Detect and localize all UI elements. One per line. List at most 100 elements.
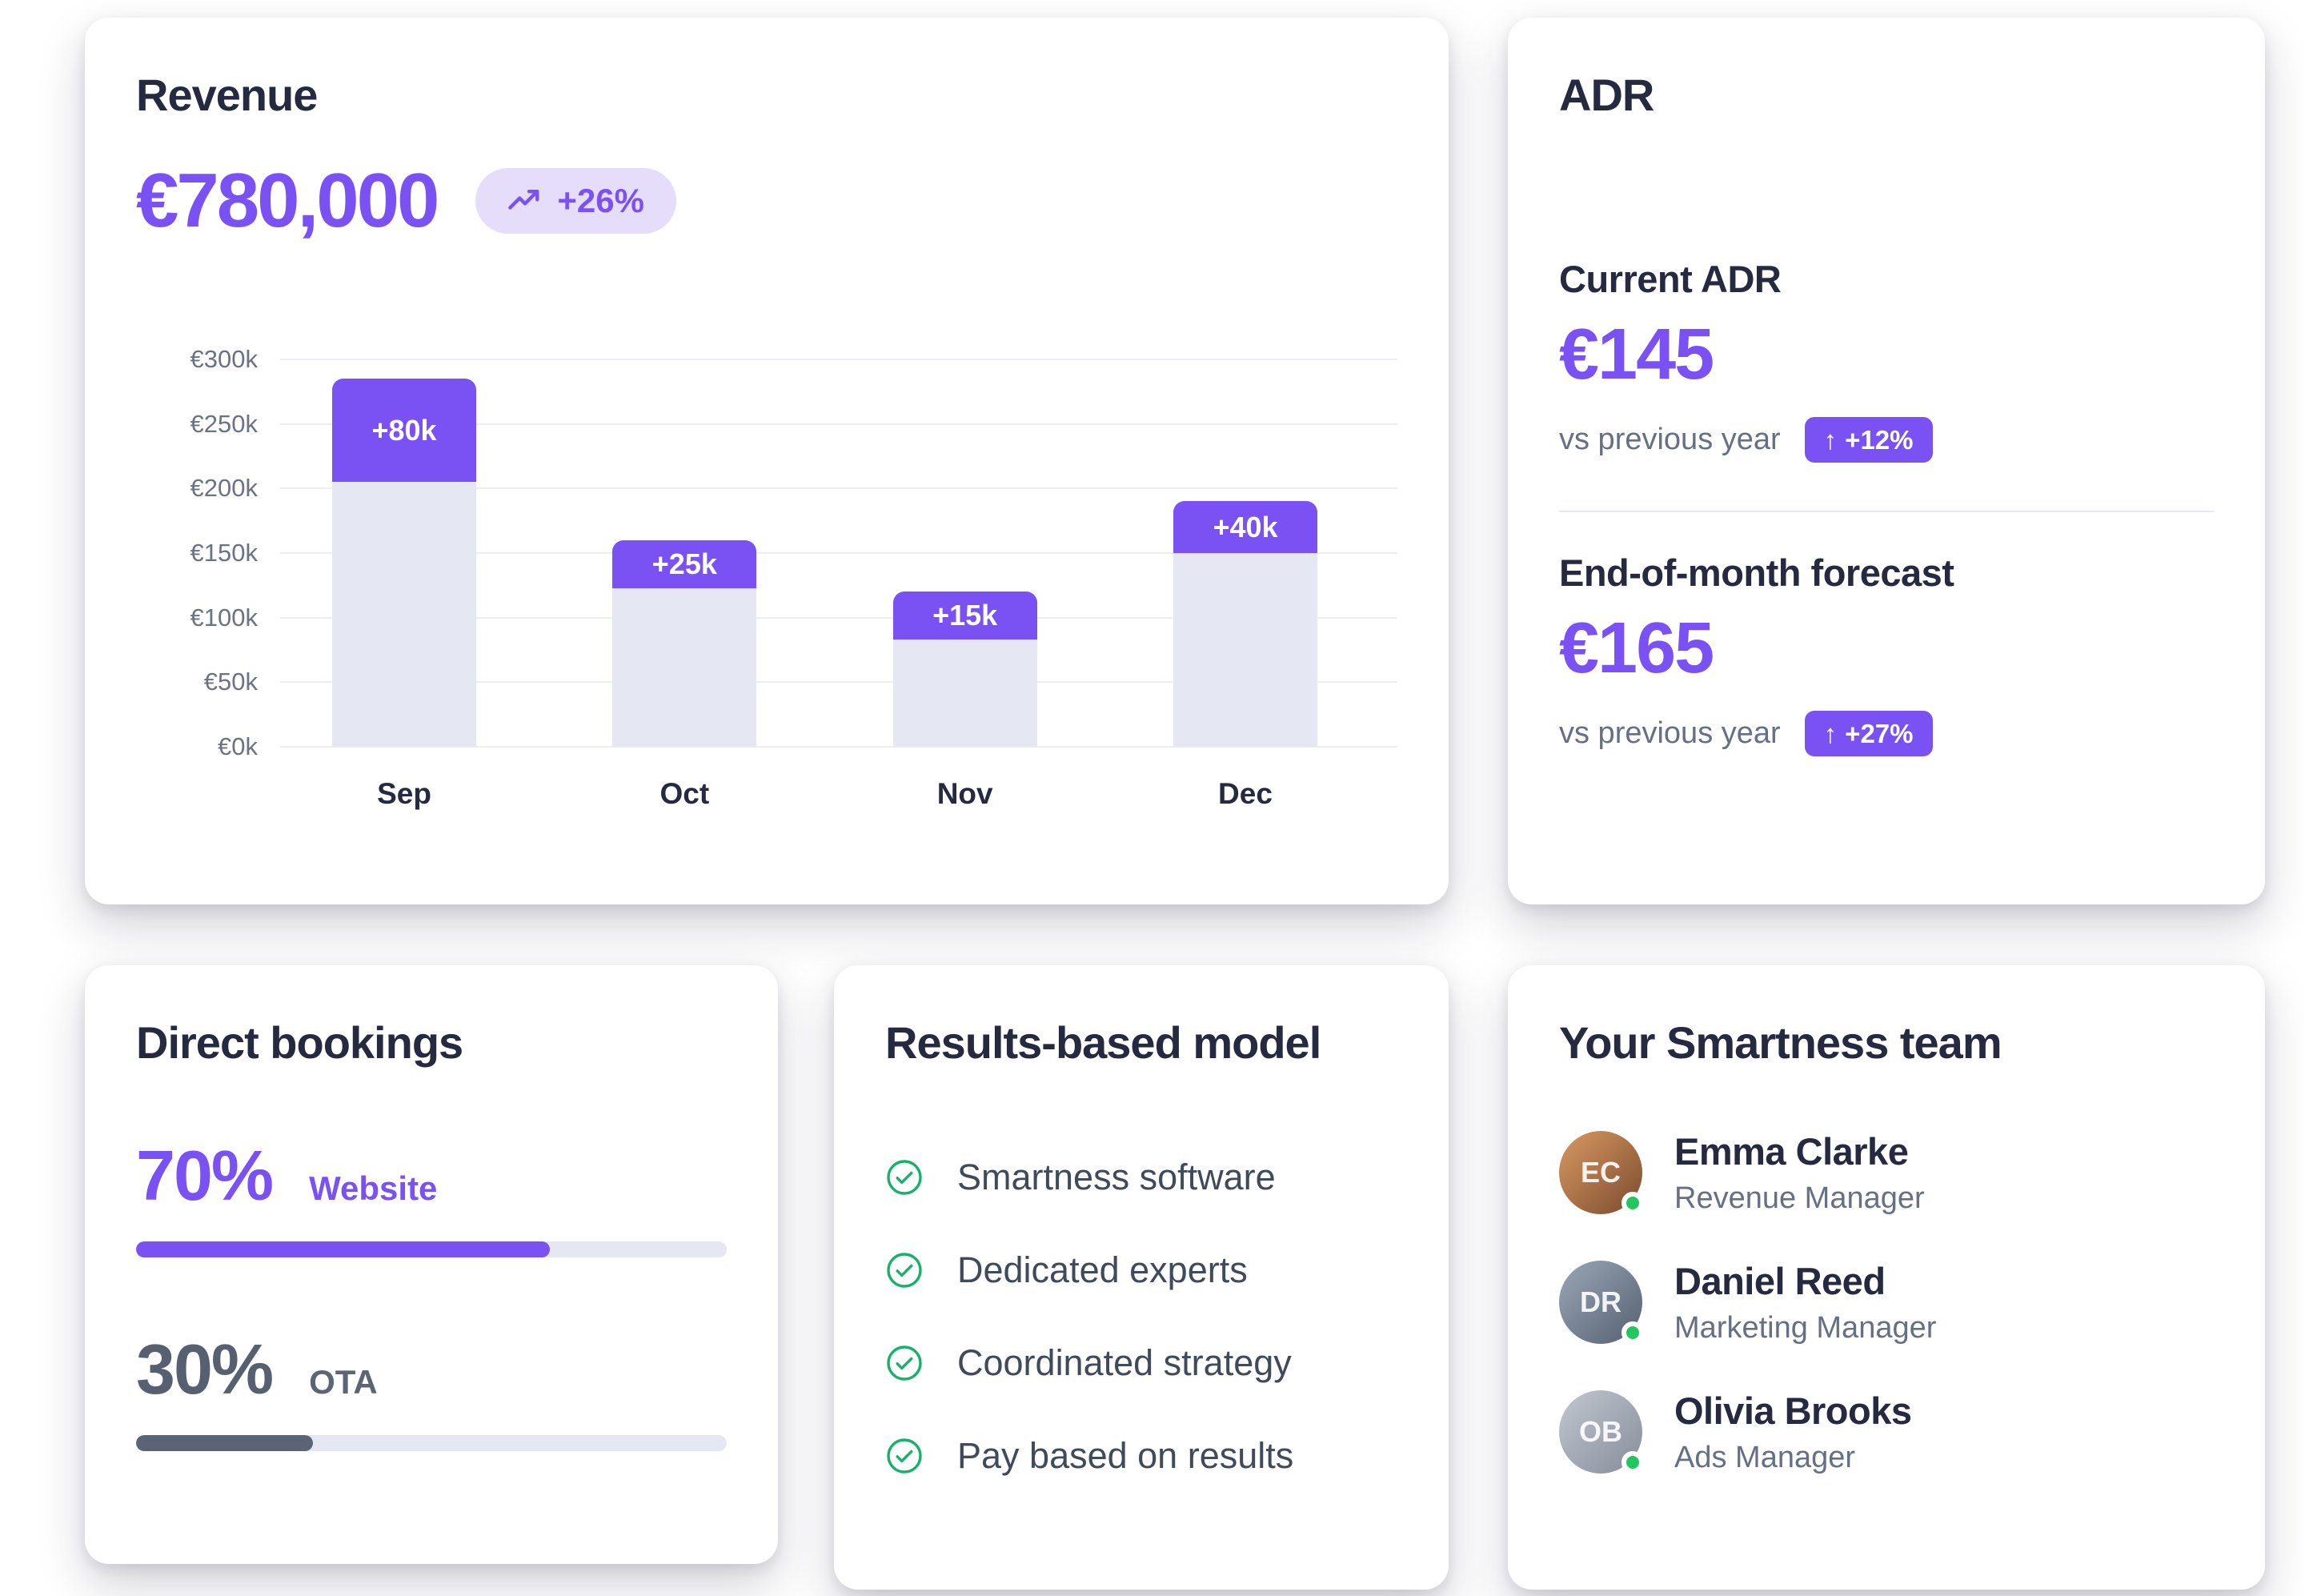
revenue-months: Sep Oct Nov Dec [280, 777, 1397, 811]
revenue-total: €780,000 [136, 158, 439, 243]
adr-current-value: €145 [1559, 315, 1714, 395]
list-item: Dedicated experts [885, 1249, 1397, 1291]
revenue-card: Revenue €780,000 +26% €300k €250k €200k €15… [85, 18, 1449, 904]
adr-current-badge: ↑ +12% [1804, 417, 1933, 463]
gridline [280, 746, 1397, 748]
adr-title: ADR [1559, 70, 1654, 120]
bar-increment-label: +15k [892, 591, 1037, 640]
member-role: Ads Manager [1674, 1441, 1856, 1474]
adr-current-badge-value: +12% [1845, 425, 1914, 455]
team-member-row: DR Daniel Reed Marketing Manager [1559, 1259, 2214, 1345]
adr-forecast-badge: ↑ +27% [1804, 711, 1933, 756]
list-item: Coordinated strategy [885, 1342, 1397, 1384]
revenue-chart: €300k €250k €200k €150k €100k €50k €0k +80k +25… [136, 345, 1397, 811]
y-tick-label: €0k [218, 732, 258, 760]
results-model-card: Results-based model Smartness software D… [834, 965, 1449, 1590]
y-tick-label: €150k [190, 539, 258, 567]
booking-item-website: 70% Website [136, 1141, 727, 1257]
results-list: Smartness software Dedicated experts Coo… [885, 1157, 1397, 1477]
y-tick-label: €50k [203, 668, 258, 696]
x-axis-spacer [136, 777, 280, 811]
revenue-bar-sep: +80k [332, 379, 476, 747]
result-item-label: Smartness software [957, 1157, 1276, 1197]
direct-bookings-title: Direct bookings [136, 1017, 463, 1068]
team-member-row: EC Emma Clarke Revenue Manager [1559, 1129, 2214, 1216]
smartness-team-title: Your Smartness team [1559, 1017, 2002, 1068]
online-status-dot [1622, 1451, 1644, 1474]
bar-base-segment [892, 640, 1037, 747]
bar-base-segment [612, 588, 757, 747]
result-item-label: Pay based on results [957, 1435, 1294, 1476]
adr-forecast-label: End-of-month forecast [1559, 551, 1954, 594]
ota-percent: 30% [136, 1329, 274, 1409]
bar-base-segment [332, 482, 476, 747]
revenue-headline: €780,000 +26% [136, 162, 1397, 239]
adr-forecast-value: €165 [1559, 608, 1714, 688]
list-item: Smartness software [885, 1157, 1397, 1198]
booking-item-ota: 30% OTA [136, 1334, 727, 1451]
adr-current-section: Current ADR €145 vs previous year ↑ +12% [1559, 257, 2214, 463]
y-tick-label: €100k [190, 603, 258, 632]
adr-card: ADR Current ADR €145 vs previous year ↑ … [1508, 18, 2265, 904]
member-role: Revenue Manager [1674, 1181, 1925, 1215]
check-circle-icon [887, 1345, 922, 1381]
y-tick-label: €200k [190, 474, 258, 503]
check-circle-icon [887, 1253, 922, 1288]
revenue-plot-area: +80k +25k +15k +40k [280, 359, 1397, 748]
avatar-photo: OB [1559, 1390, 1642, 1474]
gridline [280, 487, 1397, 490]
ota-label: OTA [309, 1363, 378, 1401]
revenue-bar-dec: +40k [1173, 501, 1317, 747]
revenue-trend-value: +26% [557, 182, 644, 219]
adr-forecast-section: End-of-month forecast €165 vs previous y… [1559, 551, 2214, 756]
x-axis-label: Dec [1218, 777, 1273, 810]
gridline [280, 616, 1397, 619]
revenue-bars: +80k +25k +15k +40k [280, 359, 1397, 747]
website-progress-track [136, 1241, 727, 1257]
direct-bookings-card: Direct bookings 70% Website 30% OTA [85, 965, 778, 1564]
x-axis-label: Sep [377, 777, 431, 810]
result-item-label: Dedicated experts [957, 1249, 1248, 1290]
adr-divider [1559, 511, 2214, 512]
check-circle-icon [887, 1160, 922, 1195]
member-name: Olivia Brooks [1674, 1389, 1912, 1432]
arrow-up-icon: ↑ [1823, 719, 1838, 748]
member-name: Daniel Reed [1674, 1260, 1886, 1302]
bar-increment-label: +80k [332, 379, 476, 482]
online-status-dot [1622, 1321, 1644, 1344]
bar-increment-label: +25k [612, 540, 757, 588]
smartness-team-card: Your Smartness team EC Emma Clarke Reven… [1508, 965, 2265, 1590]
results-model-title: Results-based model [885, 1017, 1321, 1068]
bar-increment-label: +40k [1173, 501, 1317, 553]
bar-base-segment [1173, 553, 1317, 747]
result-item-label: Coordinated strategy [957, 1342, 1292, 1383]
revenue-trend-badge: +26% [475, 168, 676, 234]
adr-current-compare-text: vs previous year [1559, 423, 1781, 456]
list-item: Pay based on results [885, 1435, 1397, 1477]
revenue-y-axis: €300k €250k €200k €150k €100k €50k €0k [136, 345, 280, 760]
x-axis-label: Oct [659, 777, 710, 810]
revenue-bar-oct: +25k [612, 540, 757, 747]
revenue-x-axis: Sep Oct Nov Dec [136, 777, 1397, 811]
gridline [280, 423, 1397, 425]
revenue-bar-nov: +15k [892, 591, 1037, 747]
team-member-row: OB Olivia Brooks Ads Manager [1559, 1389, 2214, 1475]
adr-forecast-compare-text: vs previous year [1559, 716, 1781, 750]
adr-current-compare-row: vs previous year ↑ +12% [1559, 417, 2214, 463]
avatar: DR [1559, 1261, 1644, 1344]
website-percent: 70% [136, 1136, 274, 1215]
avatar: OB [1559, 1390, 1644, 1474]
revenue-title: Revenue [136, 70, 318, 120]
y-tick-label: €250k [190, 409, 258, 438]
website-progress-fill [136, 1241, 550, 1257]
avatar: EC [1559, 1131, 1644, 1214]
member-name: Emma Clarke [1674, 1130, 1909, 1173]
trend-up-icon [508, 189, 539, 210]
gridline [280, 552, 1397, 554]
ota-progress-fill [136, 1435, 314, 1451]
gridline [280, 359, 1397, 360]
online-status-dot [1622, 1192, 1644, 1214]
gridline [280, 681, 1397, 684]
adr-current-label: Current ADR [1559, 258, 1782, 300]
